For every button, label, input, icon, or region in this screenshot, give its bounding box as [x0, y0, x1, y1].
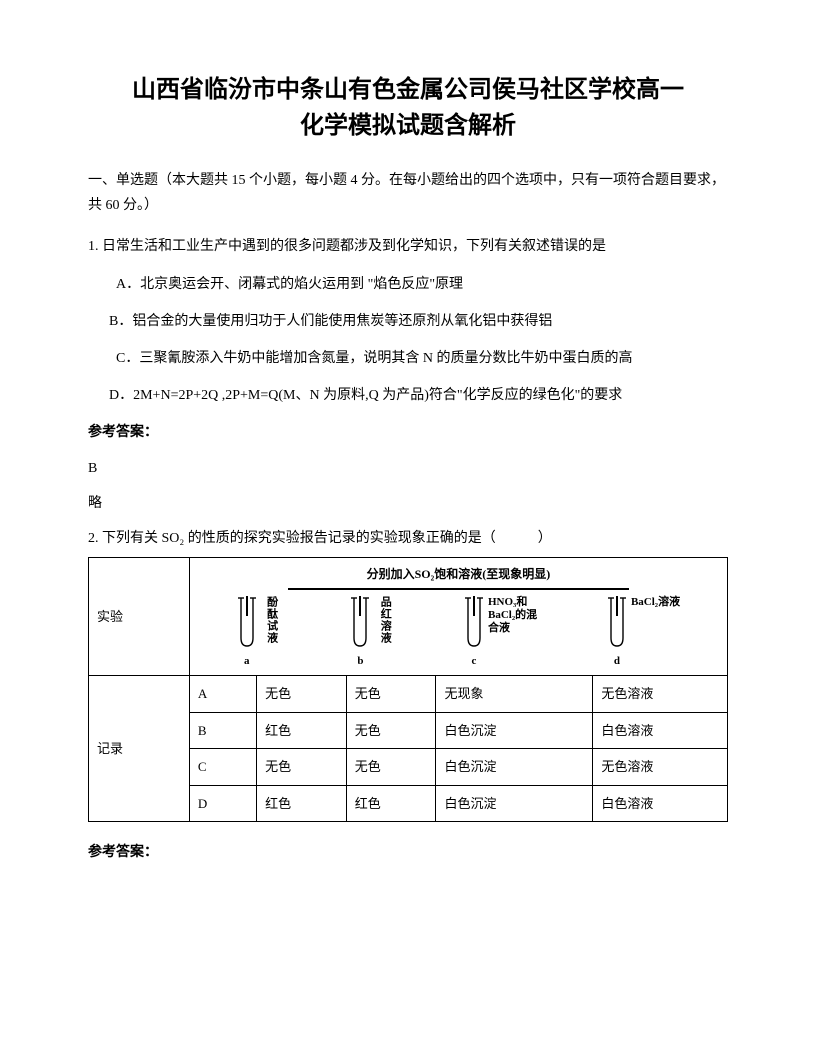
q1-brief: 略	[88, 491, 728, 516]
tube-c: c HNO₃和 BaCl₂的混 合液	[464, 596, 537, 672]
cell: 无现象	[436, 676, 593, 712]
title-line1: 山西省临汾市中条山有色金属公司侯马社区学校高一	[132, 77, 684, 103]
title-line2: 化学模拟试题含解析	[300, 113, 516, 139]
cell: 白色溶液	[593, 785, 728, 821]
cell-opt: C	[189, 749, 256, 785]
tubes-row: a 酚酞试液 b	[196, 596, 721, 672]
cell: 无色	[257, 749, 347, 785]
q1-option-b: B．铝合金的大量使用归功于人们能使用焦炭等还原剂从氧化铝中获得铝	[88, 309, 728, 334]
cell: 红色	[346, 785, 436, 821]
tube-a-label: 酚酞试液	[261, 596, 281, 644]
test-tube-icon	[607, 596, 627, 650]
answer-label-1: 参考答案：	[88, 420, 728, 445]
diagram-title: 分别加入SO₂饱和溶液(至现象明显)	[288, 562, 629, 590]
experiment-table: 实验 分别加入SO₂饱和溶液(至现象明显) a	[88, 557, 728, 822]
cell: 无色	[257, 676, 347, 712]
tube-d-letter: d	[614, 652, 620, 672]
table-row: 实验 分别加入SO₂饱和溶液(至现象明显) a	[89, 558, 728, 676]
cell-opt: A	[189, 676, 256, 712]
cell: 红色	[257, 712, 347, 748]
test-tube-icon	[464, 596, 484, 650]
q1-stem: 1. 日常生活和工业生产中遇到的很多问题都涉及到化学知识，下列有关叙述错误的是	[88, 234, 728, 259]
cell-opt: B	[189, 712, 256, 748]
test-tube-icon	[237, 596, 257, 650]
cell: 白色沉淀	[436, 712, 593, 748]
tube-c-l1: HNO₃和	[488, 596, 527, 608]
tube-b-letter: b	[357, 652, 363, 672]
q1-option-c: C．三聚氰胺添入牛奶中能增加含氮量，说明其含 N 的质量分数比牛奶中蛋白质的高	[88, 346, 728, 371]
cell-opt: D	[189, 785, 256, 821]
cell: 无色	[346, 712, 436, 748]
section-intro: 一、单选题（本大题共 15 个小题，每小题 4 分。在每小题给出的四个选项中，只…	[88, 168, 728, 218]
cell: 红色	[257, 785, 347, 821]
row-head-exp: 实验	[89, 558, 190, 676]
row-head-rec: 记录	[89, 676, 190, 822]
tube-d-label: BaCl₂溶液	[631, 596, 680, 609]
cell: 白色沉淀	[436, 749, 593, 785]
test-tube-icon	[350, 596, 370, 650]
doc-title: 山西省临汾市中条山有色金属公司侯马社区学校高一 化学模拟试题含解析	[88, 72, 728, 144]
cell: 白色溶液	[593, 712, 728, 748]
cell: 无色	[346, 676, 436, 712]
cell: 无色溶液	[593, 676, 728, 712]
tube-b-label: 品红溶液	[374, 596, 394, 644]
cell: 无色	[346, 749, 436, 785]
q1-answer: B	[88, 456, 728, 481]
q1-option-a: A．北京奥运会开、闭幕式的焰火运用到 "焰色反应"原理	[88, 272, 728, 297]
q2-stem: 2. 下列有关 SO₂ 的性质的探究实验报告记录的实验现象正确的是（ ）	[88, 526, 728, 551]
cell: 无色溶液	[593, 749, 728, 785]
table-row: 记录 A 无色 无色 无现象 无色溶液	[89, 676, 728, 712]
tube-c-label: HNO₃和 BaCl₂的混 合液	[488, 596, 537, 636]
tube-b: b 品红溶液	[350, 596, 394, 672]
q1-option-d: D．2M+N=2P+2Q ,2P+M=Q(M、N 为原料,Q 为产品)符合"化学…	[88, 383, 728, 408]
tube-a-letter: a	[244, 652, 250, 672]
tube-c-l2: BaCl₂的混	[488, 609, 537, 621]
diagram: 分别加入SO₂饱和溶液(至现象明显) a 酚酞试液	[196, 562, 721, 671]
tube-d: d BaCl₂溶液	[607, 596, 680, 672]
diagram-cell: 分别加入SO₂饱和溶液(至现象明显) a 酚酞试液	[189, 558, 727, 676]
answer-label-2: 参考答案：	[88, 840, 728, 865]
tube-c-letter: c	[472, 652, 477, 672]
tube-a: a 酚酞试液	[237, 596, 281, 672]
tube-c-l3: 合液	[488, 622, 510, 634]
cell: 白色沉淀	[436, 785, 593, 821]
